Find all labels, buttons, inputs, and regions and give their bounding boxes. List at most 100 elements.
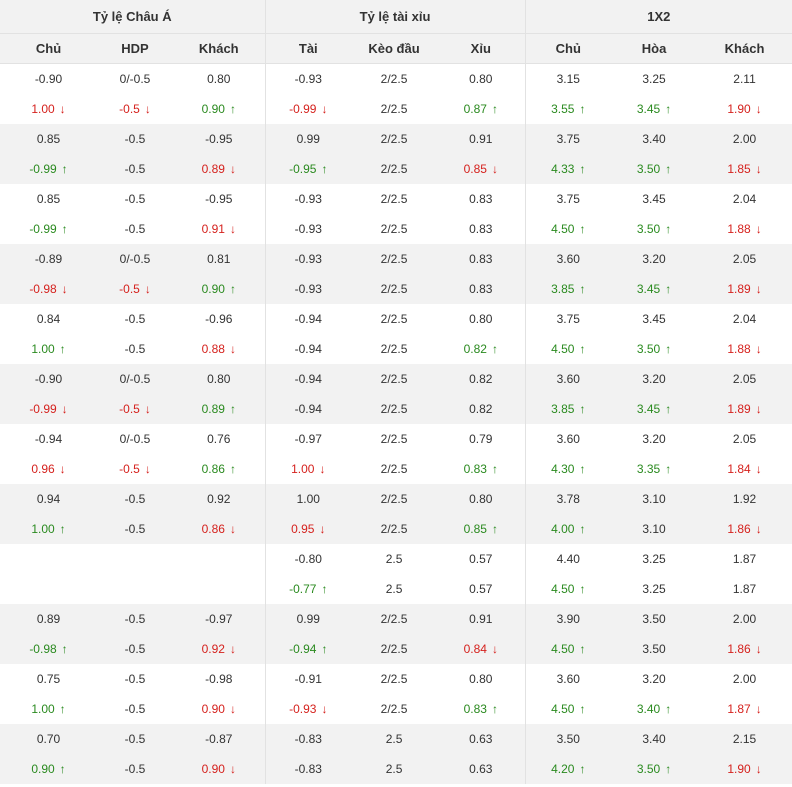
odds-value: 3.85 [551, 282, 575, 296]
odds-row: 0.90 ↑ -0.5 0.90 ↓ -0.83 2.5 0.63 4.20 ↑ 3.50 ↑ 1.90… [0, 754, 792, 784]
odds-body: -0.90 0/-0.5 0.80 -0.93 2/2.5 0.80 3.15 3.25 2.1… [0, 63, 792, 784]
odds-value: 0.80 [207, 372, 231, 386]
odds-cell: 0.83 [437, 274, 526, 304]
odds-value: 0.99 [296, 612, 320, 626]
odds-value: -0.5 [124, 192, 146, 206]
odds-value: 0.83 [469, 192, 493, 206]
odds-cell: 3.50 ↑ [611, 754, 698, 784]
odds-value: 0.80 [469, 492, 493, 506]
odds-value: 0.85 [463, 162, 487, 176]
odds-value: 0.87 [463, 102, 487, 116]
odds-cell: 0.89 ↑ [173, 394, 266, 424]
odds-cell: 0/-0.5 [97, 244, 173, 274]
odds-value: 0.88 [201, 342, 225, 356]
odds-value: -0.83 [294, 732, 322, 746]
odds-value: 0/-0.5 [119, 72, 151, 86]
odds-value: -0.97 [294, 432, 322, 446]
odds-value: 1.86 [727, 642, 751, 656]
arrow-up-icon: ↑ [229, 102, 236, 116]
odds-cell: 1.87 ↓ [697, 694, 792, 724]
odds-value: 3.60 [556, 672, 580, 686]
odds-row: -0.98 ↓ -0.5 ↓ 0.90 ↑ -0.93 2/2.5 0.83 3.85 ↑ 3.45 ↑… [0, 274, 792, 304]
odds-cell: 0.91 ↓ [173, 214, 265, 244]
odds-value: -0.5 [119, 402, 140, 416]
odds-cell: -0.95 ↑ [264, 154, 352, 184]
odds-row: 0.84 -0.5 -0.96 -0.94 2/2.5 0.80 3.75 3.45 2.04 [0, 304, 792, 334]
arrow-up-icon: ↑ [59, 522, 66, 536]
odds-cell: 0.89 ↓ [173, 154, 266, 184]
odds-value: -0.5 [124, 642, 146, 656]
odds-value: 1.86 [727, 522, 751, 536]
odds-cell: 2/2.5 [351, 334, 437, 364]
arrow-up-icon: ↑ [579, 762, 586, 776]
odds-value: 0.94 [36, 492, 61, 506]
odds-value: 2/2.5 [380, 162, 408, 176]
arrow-up-icon: ↑ [665, 282, 672, 296]
odds-cell: -0.98 ↓ [0, 274, 97, 304]
odds-cell: -0.5 ↓ [97, 454, 173, 484]
odds-cell: -0.5 [97, 514, 173, 544]
odds-cell: 2.5 [351, 754, 438, 784]
odds-value: 2/2.5 [380, 432, 408, 446]
odds-value: 1.90 [727, 102, 751, 116]
odds-value: -0.83 [294, 762, 322, 776]
odds-value: 4.00 [551, 522, 575, 536]
odds-value: 0.83 [463, 702, 487, 716]
odds-cell: -0.5 [97, 724, 173, 754]
odds-cell: -0.98 ↑ [0, 634, 97, 664]
arrow-down-icon: ↓ [755, 342, 762, 356]
odds-cell: -0.93 ↓ [264, 694, 352, 724]
odds-value: 0.75 [36, 672, 61, 686]
odds-cell: 2/2.5 [351, 604, 438, 634]
odds-cell: -0.91 [264, 664, 352, 694]
odds-value: 3.40 [636, 702, 661, 716]
odds-value: 2/2.5 [380, 132, 408, 146]
odds-cell: 0.83 [437, 244, 526, 274]
arrow-down-icon: ↓ [755, 462, 762, 476]
arrow-down-icon: ↓ [755, 402, 762, 416]
odds-value: -0.94 [294, 312, 322, 326]
odds-cell: 0.57 [437, 574, 525, 604]
odds-cell: -0.5 [97, 604, 173, 634]
arrow-up-icon: ↑ [579, 642, 586, 656]
odds-cell: 0.80 [437, 484, 526, 514]
odds-cell: 0.94 [0, 484, 97, 514]
odds-cell: 3.20 [611, 664, 697, 694]
odds-value: 0.82 [469, 402, 493, 416]
odds-cell: 0.82 [437, 394, 526, 424]
odds-cell: 0.76 [173, 424, 265, 454]
odds-value: 0/-0.5 [119, 372, 151, 386]
over-under-group-header: Tỷ lệ tài xỉu [264, 0, 526, 34]
odds-value: -0.94 [34, 432, 63, 446]
arrow-up-icon: ↑ [665, 162, 672, 176]
arrow-up-icon: ↑ [59, 702, 66, 716]
arrow-up-icon: ↑ [61, 222, 68, 236]
odds-value: 3.75 [556, 132, 580, 146]
odds-value: -0.94 [289, 642, 317, 656]
odds-value: 0.90 [201, 702, 225, 716]
odds-value: 3.45 [636, 282, 661, 296]
odds-cell: 2/2.5 [351, 184, 437, 214]
column-header-1x2-away: Khách [697, 33, 792, 64]
odds-cell: 3.60 [524, 244, 612, 274]
odds-row: 0.96 ↓ -0.5 ↓ 0.86 ↑ 1.00 ↓ 2/2.5 0.83 ↑ 4.30 ↑ 3.35 ↑… [0, 454, 792, 484]
odds-cell: -0.94 ↑ [264, 634, 352, 664]
odds-cell: 3.45 ↑ [611, 94, 697, 124]
odds-cell: 0.86 ↑ [173, 454, 265, 484]
odds-cell: 0.80 [437, 304, 525, 334]
arrow-down-icon: ↓ [59, 462, 66, 476]
odds-row: 0.89 -0.5 -0.97 0.99 2/2.5 0.91 3.90 3.50 2.00 [0, 604, 792, 634]
odds-cell: 2/2.5 [351, 124, 438, 154]
odds-cell: 4.00 ↑ [524, 514, 612, 544]
odds-value: 3.45 [636, 402, 661, 416]
arrow-down-icon: ↓ [319, 462, 326, 476]
odds-row: -0.98 ↑ -0.5 0.92 ↓ -0.94 ↑ 2/2.5 0.84 ↓ 4.50 ↑ 3.50… [0, 634, 792, 664]
odds-value: 0.83 [469, 222, 493, 236]
odds-value: 3.50 [642, 642, 666, 656]
odds-value: -0.93 [294, 72, 322, 86]
odds-cell: -0.93 [264, 63, 352, 94]
odds-value: 3.45 [642, 192, 666, 206]
odds-cell: 2.15 [697, 724, 792, 754]
odds-value: 3.40 [642, 132, 666, 146]
